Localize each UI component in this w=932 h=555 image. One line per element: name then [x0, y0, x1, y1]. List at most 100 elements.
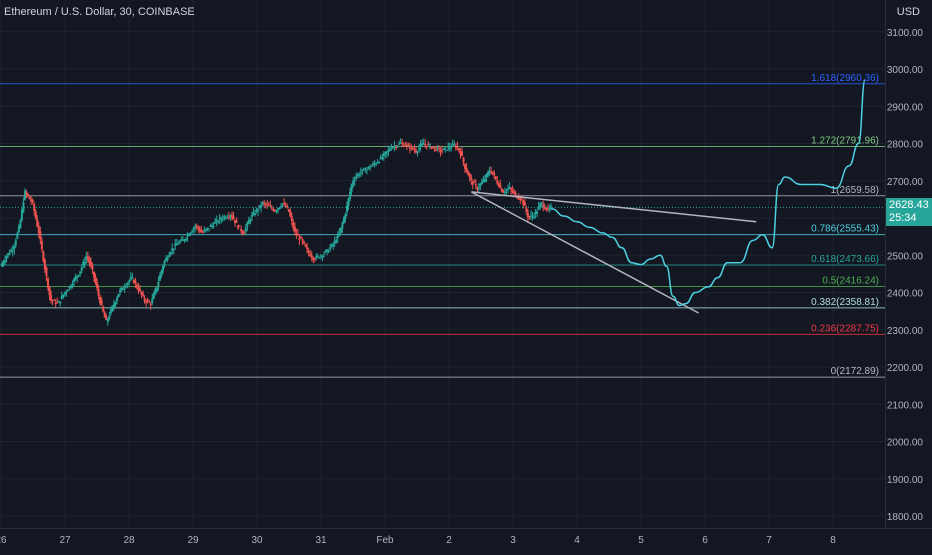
price-tick-label: 2400.00 — [887, 289, 924, 300]
candle-body — [140, 291, 143, 295]
upper-wedge-line[interactable] — [471, 191, 757, 223]
candle-body — [352, 180, 355, 186]
candle-body — [283, 202, 286, 205]
candle-body — [131, 276, 134, 278]
candle-body — [226, 217, 229, 219]
candle-body — [359, 172, 362, 174]
candle-body — [543, 206, 546, 210]
candle-body — [503, 191, 506, 193]
candle-body — [433, 146, 436, 148]
candle-body — [112, 304, 115, 308]
candle-body — [14, 240, 17, 246]
candle-body — [295, 233, 298, 236]
candle-body — [398, 143, 401, 145]
candle-body — [474, 183, 477, 186]
candle-body — [267, 205, 270, 207]
lower-wedge-line[interactable] — [471, 191, 699, 314]
candle-body — [445, 149, 448, 151]
candle-body — [16, 232, 19, 239]
price-tick-label: 2800.00 — [887, 140, 924, 151]
projection-path[interactable] — [551, 79, 866, 307]
candle-body — [215, 219, 218, 222]
candle-body — [149, 303, 152, 306]
candle-body — [448, 147, 451, 149]
candle-body — [86, 256, 89, 259]
currency-label[interactable]: USD — [896, 6, 920, 18]
candle-body — [134, 280, 137, 284]
trendlines[interactable] — [471, 191, 757, 314]
candle-body — [166, 257, 169, 260]
candle-body — [323, 253, 325, 255]
time-tick-label: 29 — [187, 535, 199, 546]
candle-body — [83, 261, 86, 265]
candle-body — [250, 214, 253, 217]
candle-body — [157, 281, 160, 287]
candle-body — [111, 306, 114, 311]
candle-body — [436, 147, 439, 149]
candle-body — [454, 146, 457, 148]
candle-body — [197, 226, 200, 229]
candle-body — [94, 276, 97, 283]
candle-body — [385, 151, 388, 154]
candle-body — [528, 216, 531, 218]
candle-body — [275, 210, 278, 212]
candle-body — [63, 292, 66, 295]
candle-body — [342, 217, 345, 224]
candle-body — [490, 171, 493, 173]
projected-price-path[interactable] — [551, 79, 866, 307]
candle-body — [80, 267, 83, 271]
candle-body — [208, 228, 210, 230]
candle-body — [381, 157, 384, 159]
candle-body — [407, 144, 410, 146]
candle-body — [375, 163, 378, 165]
candle-body — [382, 153, 385, 156]
candle-body — [434, 149, 437, 151]
candle-body — [513, 191, 516, 194]
candle-body — [185, 238, 187, 240]
candle-body — [298, 237, 301, 240]
candle-body — [198, 229, 201, 232]
candle-body — [220, 218, 223, 220]
candle-body — [60, 295, 63, 299]
candle-body — [178, 241, 181, 243]
candle-body — [393, 145, 396, 147]
candle-body — [177, 243, 180, 245]
candle-body — [505, 189, 508, 191]
candle-body — [62, 294, 65, 298]
fib-level-label: 0(2172.89) — [831, 366, 879, 377]
candle-body — [303, 241, 306, 244]
candle-body — [105, 316, 108, 320]
candle-body — [364, 171, 367, 173]
candle-body — [491, 171, 494, 175]
candle-body — [263, 202, 266, 204]
time-axis[interactable]: 26 27 28 29 30 31 Feb 2 3 4 5 6 7 8 — [0, 535, 836, 546]
candle-body — [410, 146, 413, 148]
candle-body — [431, 146, 434, 148]
candle-body — [482, 179, 485, 183]
candle-body — [370, 165, 373, 167]
candle-body — [399, 143, 402, 145]
candle-body — [223, 216, 226, 218]
fibonacci-levels[interactable]: 1.618(2960.36) 1.272(2791.96) 1(2659.58) 0.… — [0, 73, 885, 378]
candle-body — [378, 161, 381, 163]
candle-body — [142, 293, 145, 296]
candle-body — [221, 218, 224, 220]
candle-body — [519, 198, 522, 200]
candle-body — [338, 232, 341, 236]
candle-body — [36, 219, 39, 227]
candle-body — [296, 234, 299, 236]
candle-body — [329, 247, 332, 250]
candle-body — [523, 201, 526, 206]
candle-body — [31, 199, 34, 203]
candle-body — [358, 174, 361, 176]
candle-body — [502, 191, 505, 193]
candle-body — [128, 280, 131, 283]
candle-body — [7, 253, 10, 256]
candle-body — [497, 183, 500, 187]
candle-body — [278, 207, 281, 209]
candle-body — [191, 231, 194, 233]
candle-body — [514, 193, 517, 195]
candle-body — [125, 285, 128, 288]
